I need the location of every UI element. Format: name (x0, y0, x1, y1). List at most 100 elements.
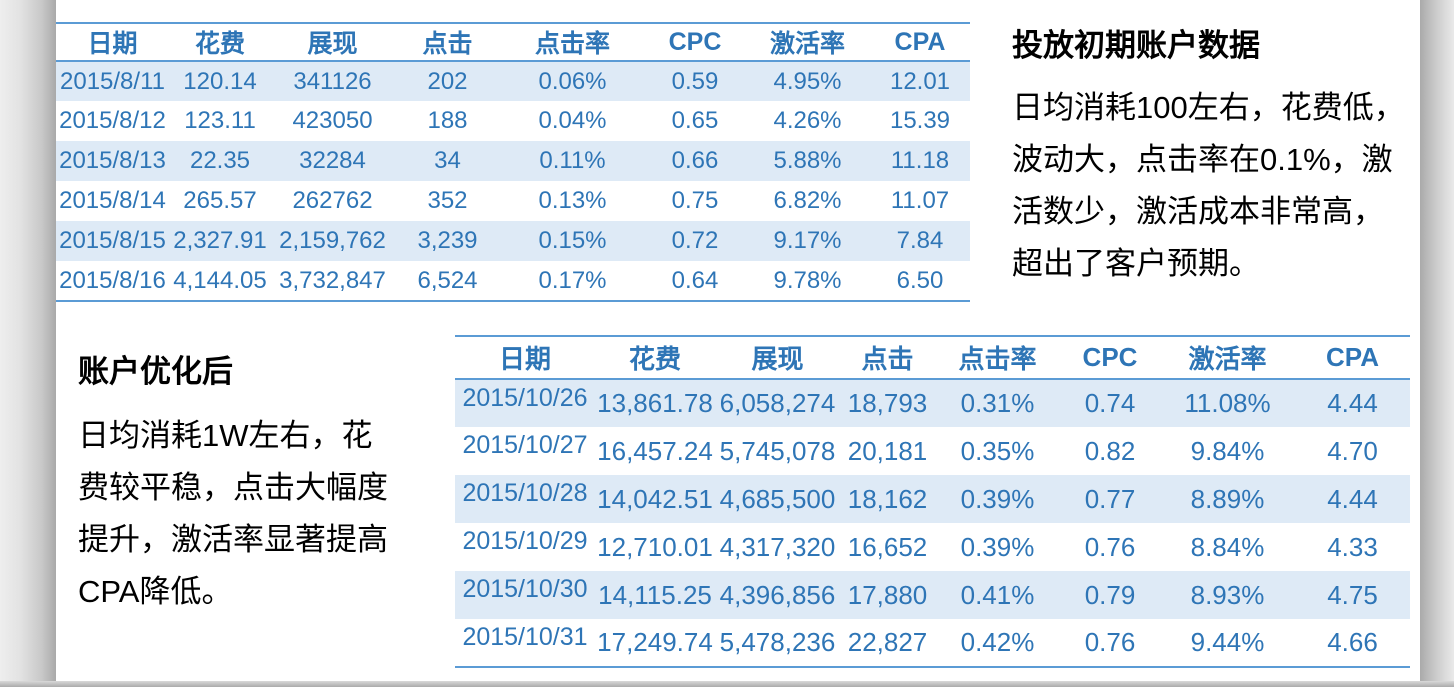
optimized-note-title: 账户优化后 (78, 354, 233, 389)
note-line: 活数少，激活成本非常高， (1012, 194, 1384, 229)
initial-period-note: 投放初期账户数据 日均消耗100左右，花费低， 波动大，点击率在0.1%，激 活… (1012, 24, 1448, 290)
value-cell: 0.31% (960, 388, 1035, 418)
initial-note-title: 投放初期账户数据 (1012, 28, 1260, 63)
value-cell: 4,144.05 (173, 266, 267, 294)
table-row: 2015/8/12 123.11 423050 188 0.04% 0.65 4.26% 15… (55, 101, 970, 141)
value-cell: 22.35 (189, 147, 251, 174)
value-cell: 0.13% (538, 187, 607, 214)
value-cell: 18,162 (847, 484, 928, 514)
value-cell: 0.42% (960, 627, 1035, 657)
date-cell: 2015/10/30 (462, 575, 588, 603)
column-header: 日期 (87, 30, 138, 58)
value-cell: 0.06% (538, 67, 607, 95)
value-cell: 265.57 (183, 187, 257, 214)
value-cell: 34 (434, 147, 461, 174)
note-line: 超出了客户预期。 (1012, 246, 1260, 281)
value-cell: 18,793 (847, 388, 928, 418)
table-row: 2015/10/28 14,042.51 4,685,500 18,162 0.39% 0… (455, 475, 1410, 523)
value-cell: 9.78% (773, 266, 842, 294)
value-cell: 11.08% (1184, 388, 1271, 418)
value-cell: 0.82 (1084, 436, 1136, 466)
value-cell: 6,524 (417, 266, 478, 294)
table-row: 2015/8/15 2,327.91 2,159,762 3,239 0.15% 0.72… (55, 221, 970, 261)
page-edge-shadow-right (1420, 0, 1454, 687)
date-cell: 2015/8/12 (59, 107, 166, 134)
value-cell: 0.76 (1084, 627, 1136, 657)
value-cell: 14,042.51 (597, 484, 713, 514)
value-cell: 4,396,856 (719, 580, 836, 610)
value-cell: 4,317,320 (719, 532, 836, 562)
value-cell: 0.35% (960, 436, 1035, 466)
value-cell: 4.44 (1327, 388, 1378, 418)
value-cell: 12,710.01 (597, 532, 713, 562)
value-cell: 423050 (292, 107, 373, 134)
page-edge-bar-bottom (0, 681, 1454, 687)
value-cell: 32284 (299, 147, 366, 174)
value-cell: 17,880 (847, 580, 928, 610)
value-cell: 0.76 (1084, 532, 1136, 562)
value-cell: 0.39% (960, 532, 1035, 562)
column-header: CPA (1326, 342, 1379, 372)
column-header: CPA (894, 27, 946, 56)
date-cell: 2015/10/27 (462, 431, 588, 459)
value-cell: 6.82% (773, 187, 842, 214)
value-cell: 15.39 (889, 107, 951, 134)
value-cell: 0.11% (539, 147, 606, 174)
value-cell: 2,327.91 (173, 227, 267, 254)
value-cell: 22,827 (847, 627, 928, 657)
column-header: 展现 (307, 30, 358, 58)
column-header: CPC (668, 27, 722, 56)
initial-account-data-table: 日期 花费 展现 点击 点击率 CPC 激活率 CPA 2015/8/11 120.14 3411… (55, 22, 970, 302)
value-cell: 0.41% (960, 580, 1035, 610)
table-row: 2015/10/30 14,115.25 4,396,856 17,880 0.41% 0… (455, 571, 1410, 619)
value-cell: 20,181 (847, 436, 928, 466)
value-cell: 0.65 (671, 107, 719, 134)
column-header: 展现 (751, 344, 804, 374)
value-cell: 8.84% (1190, 532, 1265, 562)
value-cell: 4.70 (1327, 436, 1378, 466)
value-cell: 0.04% (538, 107, 607, 134)
date-cell: 2015/10/29 (462, 527, 588, 555)
value-cell: 9.84% (1190, 436, 1265, 466)
value-cell: 0.59 (671, 67, 719, 95)
value-cell: 12.01 (889, 67, 951, 95)
date-cell: 2015/8/15 (59, 227, 166, 254)
note-line: 费较平稳，点击大幅度 (78, 470, 388, 505)
column-header: CPC (1082, 342, 1138, 372)
column-header: 点击率 (958, 344, 1037, 374)
value-cell: 17,249.74 (597, 627, 713, 657)
table-row: 2015/8/14 265.57 262762 352 0.13% 0.75 6.82% 11… (55, 181, 970, 221)
note-line: 提升，激活率显著提高 (78, 522, 388, 557)
table-row: 2015/10/27 16,457.24 5,745,078 20,181 0.35% 0… (455, 427, 1410, 475)
value-cell: 14,115.25 (598, 580, 712, 610)
optimized-account-data-table: 日期 花费 展现 点击 点击率 CPC 激活率 CPA 2015/10/26 13,861.78… (455, 335, 1410, 668)
table-row: 2015/8/11 120.14 341126 202 0.06% 0.59 4.95% 12… (55, 61, 970, 101)
value-cell: 7.84 (896, 227, 944, 254)
value-cell: 3,732,847 (279, 266, 386, 294)
column-header: 激活率 (1188, 344, 1267, 374)
note-line: 日均消耗100左右，花费低， (1012, 90, 1405, 125)
value-cell: 5.88% (773, 147, 842, 174)
column-header: 日期 (498, 344, 551, 374)
value-cell: 4.44 (1327, 484, 1378, 514)
table-row: 2015/10/29 12,710.01 4,317,320 16,652 0.39% 0… (455, 523, 1410, 571)
value-cell: 352 (427, 187, 468, 214)
value-cell: 123.11 (184, 107, 256, 134)
value-cell: 202 (427, 67, 468, 95)
value-cell: 262762 (292, 187, 373, 214)
value-cell: 0.39% (960, 484, 1035, 514)
value-cell: 0.64 (671, 266, 719, 294)
date-cell: 2015/10/31 (462, 623, 588, 651)
value-cell: 4.95% (773, 67, 842, 95)
value-cell: 11.07 (890, 187, 950, 214)
date-cell: 2015/8/14 (59, 187, 166, 214)
date-cell: 2015/10/28 (462, 479, 588, 507)
value-cell: 9.44% (1190, 627, 1265, 657)
note-line: 日均消耗1W左右，花 (78, 418, 373, 453)
table-header-row: 日期 花费 展现 点击 点击率 CPC 激活率 CPA (55, 23, 970, 61)
table-row: 2015/10/31 17,249.74 5,478,236 22,827 0.42% 0… (455, 619, 1410, 667)
value-cell: 11.18 (890, 147, 950, 174)
value-cell: 4.26% (773, 107, 842, 134)
value-cell: 5,745,078 (719, 436, 836, 466)
